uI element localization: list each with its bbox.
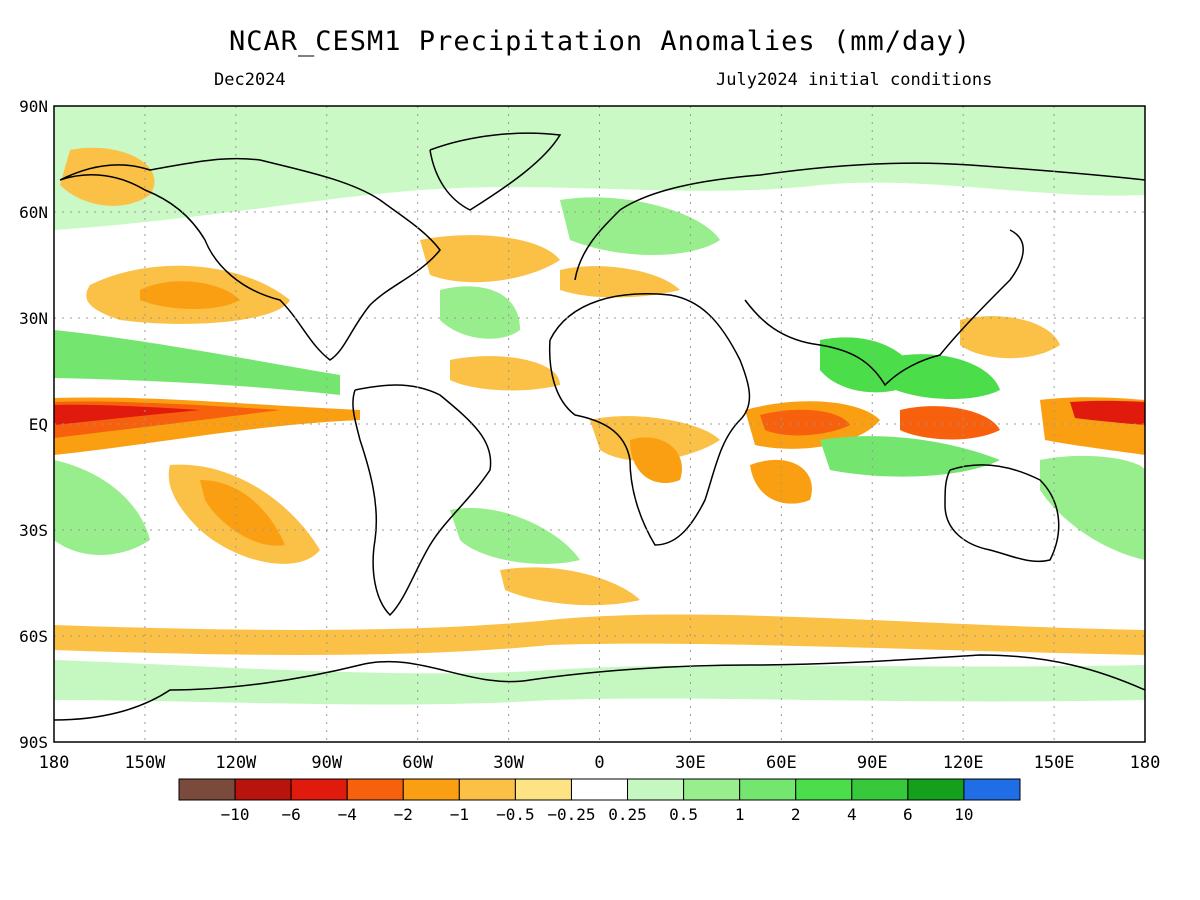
lon-tick-label: 0 xyxy=(594,753,604,773)
legend-swatch xyxy=(627,778,685,801)
legend-swatch xyxy=(178,778,236,801)
legend-swatch xyxy=(234,778,292,801)
anomaly-satl-orange xyxy=(500,567,640,606)
legend-swatch xyxy=(851,778,909,801)
anomaly-npacific-orange xyxy=(60,147,155,206)
anomaly-spac-orange2 xyxy=(200,480,285,546)
legend-label: −2 xyxy=(394,805,413,824)
coast-africa xyxy=(548,293,751,546)
anomaly-spac-east-green xyxy=(1040,455,1145,560)
lon-tick-label: 30E xyxy=(675,753,706,773)
anomaly-natl-orange xyxy=(420,235,560,283)
anomaly-mc-green xyxy=(880,354,1000,400)
anomaly-npac-mid-orange2 xyxy=(140,281,240,309)
anomaly-natl-green xyxy=(440,286,520,339)
latitude-axis: 90N 60N 30N EQ 30S 60S 90S xyxy=(19,97,48,752)
legend-swatch xyxy=(458,778,516,801)
anomaly-pacific-green xyxy=(54,330,340,395)
legend-label: −1 xyxy=(450,805,469,824)
lon-tick-label: 60E xyxy=(766,753,797,773)
lon-tick-label: 120E xyxy=(943,753,984,773)
coast-greenland xyxy=(429,132,562,211)
lon-tick-label: 180 xyxy=(39,753,70,773)
anomaly-io-dry-core xyxy=(760,409,850,436)
anomaly-dateline-dry-core xyxy=(1070,400,1145,425)
anomaly-sio-orange xyxy=(750,459,812,504)
lat-tick-label: 90N xyxy=(19,97,48,116)
legend-label: −10 xyxy=(221,805,250,824)
lat-tick-label: 60N xyxy=(19,203,48,222)
coast-australia xyxy=(944,464,1060,562)
lon-tick-label: 150E xyxy=(1034,753,1075,773)
lat-tick-label: 90S xyxy=(19,733,48,752)
valid-month-label: Dec2024 xyxy=(214,70,286,90)
coastlines xyxy=(54,132,1145,721)
legend-swatch xyxy=(290,778,348,801)
lat-tick-label: 60S xyxy=(19,627,48,646)
lon-tick-label: 180 xyxy=(1130,753,1161,773)
coast-north-america xyxy=(59,157,441,361)
legend-label: 6 xyxy=(903,805,913,824)
legend-label: −6 xyxy=(282,805,301,824)
lon-tick-label: 60W xyxy=(402,753,433,773)
coast-south-america xyxy=(352,384,492,617)
lon-tick-label: 120W xyxy=(215,753,257,773)
anomaly-tropatl-orange xyxy=(450,356,560,391)
lat-tick-label: 30S xyxy=(19,521,48,540)
legend-swatch xyxy=(514,778,572,801)
lon-tick-label: 90W xyxy=(311,753,342,773)
anomaly-satl-green xyxy=(450,508,580,564)
map-title: NCAR_CESM1 Precipitation Anomalies (mm/d… xyxy=(229,26,971,57)
legend-label: 4 xyxy=(847,805,857,824)
anomaly-mc-dry xyxy=(900,406,1000,440)
color-legend: −10 −6 −4 −2 −1 −0.5 −0.25 0.25 0.5 1 2 4 6 10 xyxy=(178,778,1021,824)
legend-swatch xyxy=(402,778,460,801)
legend-label: −4 xyxy=(338,805,357,824)
legend-label: 10 xyxy=(954,805,973,824)
legend-label: 0.25 xyxy=(608,805,647,824)
map-frame xyxy=(53,105,1146,743)
anomaly-med-orange xyxy=(560,266,680,298)
legend-swatch xyxy=(739,778,797,801)
lon-tick-label: 30W xyxy=(493,753,524,773)
legend-swatch xyxy=(346,778,404,801)
anomaly-sahel-orange xyxy=(630,437,682,484)
initial-conditions-label: July2024 initial conditions xyxy=(716,70,993,90)
anomaly-north-green xyxy=(54,106,1145,230)
anomaly-europe-green xyxy=(560,197,720,255)
coast-antarctica xyxy=(54,654,1145,721)
legend-swatch xyxy=(795,778,853,801)
legend-swatch xyxy=(683,778,741,801)
anomaly-wpac-orange xyxy=(960,316,1060,359)
legend-label: 2 xyxy=(791,805,801,824)
lon-tick-label: 150W xyxy=(124,753,166,773)
legend-swatch xyxy=(570,778,629,801)
anomaly-io-south-green xyxy=(820,436,1000,477)
anomaly-field xyxy=(54,106,1145,705)
lon-tick-label: 90E xyxy=(857,753,888,773)
legend-label: −0.5 xyxy=(496,805,535,824)
legend-label: 0.5 xyxy=(669,805,698,824)
anomaly-eq-pacific-dry-core2 xyxy=(54,404,200,425)
legend-label: −0.25 xyxy=(547,805,595,824)
legend-label: 1 xyxy=(735,805,745,824)
lat-tick-label: EQ xyxy=(29,415,48,434)
longitude-axis: 180 150W 120W 90W 60W 30W 0 30E 60E 90E 120E 150E 18… xyxy=(39,753,1161,773)
legend-swatch xyxy=(907,778,965,801)
lat-tick-label: 30N xyxy=(19,309,48,328)
coast-eurasia xyxy=(574,162,1145,387)
anomaly-spac-green xyxy=(54,460,150,555)
legend-swatch xyxy=(963,778,1021,801)
gridlines xyxy=(54,106,1145,742)
